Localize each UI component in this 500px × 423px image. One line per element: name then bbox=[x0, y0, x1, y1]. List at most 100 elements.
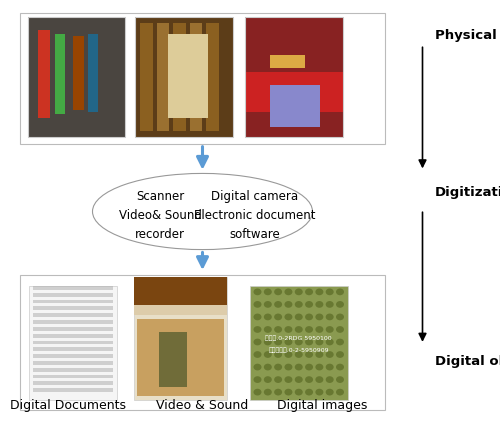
Circle shape bbox=[295, 313, 303, 320]
Circle shape bbox=[284, 301, 292, 308]
Circle shape bbox=[295, 364, 303, 371]
Circle shape bbox=[254, 364, 262, 371]
Circle shape bbox=[316, 351, 324, 358]
Bar bbox=[33, 327, 113, 331]
Circle shape bbox=[284, 376, 292, 383]
Bar bbox=[245, 17, 342, 72]
Bar bbox=[135, 17, 232, 137]
Bar bbox=[29, 286, 117, 400]
Circle shape bbox=[284, 326, 292, 333]
Circle shape bbox=[336, 326, 344, 333]
Text: โทร.0-2RDG 5950100: โทร.0-2RDG 5950100 bbox=[266, 335, 332, 341]
Bar bbox=[55, 34, 65, 114]
Circle shape bbox=[316, 389, 324, 396]
Bar bbox=[135, 17, 232, 137]
Circle shape bbox=[295, 288, 303, 295]
Text: Digital camera: Digital camera bbox=[212, 190, 298, 203]
Bar bbox=[250, 286, 348, 400]
Bar bbox=[33, 299, 113, 303]
Bar bbox=[135, 17, 232, 137]
Circle shape bbox=[336, 338, 344, 345]
Bar bbox=[20, 275, 385, 410]
Circle shape bbox=[316, 376, 324, 383]
Bar bbox=[33, 388, 113, 392]
Bar bbox=[140, 23, 152, 131]
Circle shape bbox=[295, 326, 303, 333]
Bar bbox=[38, 30, 50, 118]
Circle shape bbox=[284, 338, 292, 345]
Circle shape bbox=[326, 389, 334, 396]
Circle shape bbox=[305, 301, 313, 308]
Text: Electronic document: Electronic document bbox=[194, 209, 316, 222]
Bar bbox=[33, 341, 113, 344]
Bar bbox=[156, 23, 169, 131]
Circle shape bbox=[254, 301, 262, 308]
Bar bbox=[33, 368, 113, 372]
Circle shape bbox=[326, 376, 334, 383]
Bar bbox=[33, 334, 113, 338]
Circle shape bbox=[295, 351, 303, 358]
Circle shape bbox=[254, 376, 262, 383]
Circle shape bbox=[274, 364, 282, 371]
Text: Scanner: Scanner bbox=[136, 190, 184, 203]
Circle shape bbox=[274, 313, 282, 320]
Circle shape bbox=[274, 301, 282, 308]
Circle shape bbox=[326, 301, 334, 308]
Text: Digital Documents: Digital Documents bbox=[10, 399, 126, 412]
Circle shape bbox=[326, 288, 334, 295]
Circle shape bbox=[336, 364, 344, 371]
Bar bbox=[33, 313, 113, 317]
Bar bbox=[245, 112, 342, 137]
Circle shape bbox=[254, 338, 262, 345]
Bar bbox=[33, 286, 113, 290]
Circle shape bbox=[316, 288, 324, 295]
Circle shape bbox=[254, 288, 262, 295]
Bar bbox=[245, 17, 342, 137]
Circle shape bbox=[264, 364, 272, 371]
Circle shape bbox=[264, 313, 272, 320]
Circle shape bbox=[264, 288, 272, 295]
Text: software: software bbox=[230, 228, 280, 241]
Circle shape bbox=[336, 389, 344, 396]
Bar bbox=[245, 17, 342, 137]
Text: Digital images: Digital images bbox=[278, 399, 368, 412]
Bar bbox=[88, 34, 98, 112]
Bar bbox=[28, 17, 125, 137]
Circle shape bbox=[305, 338, 313, 345]
Circle shape bbox=[316, 313, 324, 320]
Circle shape bbox=[305, 326, 313, 333]
Circle shape bbox=[264, 389, 272, 396]
Circle shape bbox=[274, 389, 282, 396]
Bar bbox=[28, 17, 125, 137]
Circle shape bbox=[284, 351, 292, 358]
Bar bbox=[159, 332, 186, 387]
Text: Digital objects: Digital objects bbox=[435, 355, 500, 368]
Circle shape bbox=[305, 376, 313, 383]
Circle shape bbox=[264, 301, 272, 308]
Bar bbox=[20, 13, 385, 144]
Circle shape bbox=[316, 326, 324, 333]
Circle shape bbox=[305, 288, 313, 295]
Circle shape bbox=[295, 338, 303, 345]
Text: Video & Sound: Video & Sound bbox=[156, 399, 248, 412]
Bar bbox=[168, 34, 207, 118]
Circle shape bbox=[326, 326, 334, 333]
Circle shape bbox=[284, 364, 292, 371]
Circle shape bbox=[295, 376, 303, 383]
Ellipse shape bbox=[92, 173, 312, 250]
Circle shape bbox=[305, 364, 313, 371]
Bar bbox=[245, 17, 342, 137]
Text: Video& Sound: Video& Sound bbox=[118, 209, 202, 222]
Circle shape bbox=[305, 351, 313, 358]
Circle shape bbox=[336, 376, 344, 383]
Text: แฟกซ์.0-2-5950909: แฟกซ์.0-2-5950909 bbox=[268, 347, 329, 353]
Circle shape bbox=[254, 313, 262, 320]
Circle shape bbox=[264, 338, 272, 345]
Circle shape bbox=[264, 376, 272, 383]
Bar bbox=[270, 55, 305, 68]
Circle shape bbox=[316, 364, 324, 371]
Bar bbox=[33, 347, 113, 351]
Text: recorder: recorder bbox=[135, 228, 185, 241]
Circle shape bbox=[284, 389, 292, 396]
Bar bbox=[28, 17, 125, 137]
